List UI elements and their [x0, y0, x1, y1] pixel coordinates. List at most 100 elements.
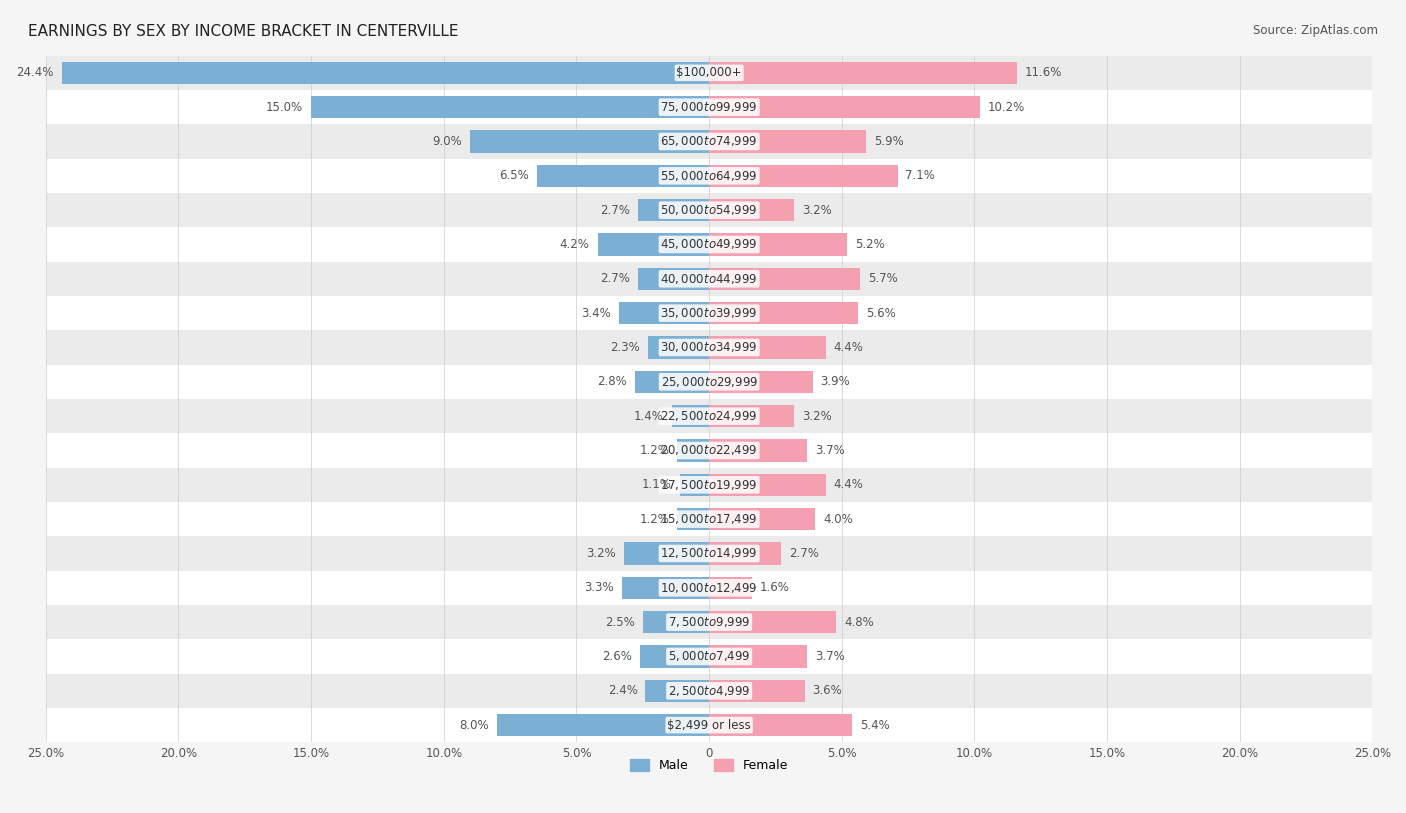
- Bar: [709, 199, 794, 221]
- Bar: [46, 502, 1372, 537]
- Bar: [46, 262, 1372, 296]
- Bar: [46, 605, 1372, 639]
- Bar: [46, 159, 1372, 193]
- Bar: [709, 542, 780, 565]
- Text: $30,000 to $34,999: $30,000 to $34,999: [661, 341, 758, 354]
- Text: 4.2%: 4.2%: [560, 238, 589, 251]
- Text: 5.4%: 5.4%: [860, 719, 890, 732]
- Bar: [637, 267, 709, 290]
- Bar: [46, 433, 1372, 467]
- Text: 3.2%: 3.2%: [801, 410, 832, 423]
- Text: $35,000 to $39,999: $35,000 to $39,999: [661, 307, 758, 320]
- Bar: [46, 571, 1372, 605]
- Bar: [709, 439, 807, 462]
- Text: 1.4%: 1.4%: [634, 410, 664, 423]
- Text: $2,499 or less: $2,499 or less: [668, 719, 751, 732]
- Text: 8.0%: 8.0%: [460, 719, 489, 732]
- Bar: [46, 639, 1372, 674]
- Text: 2.7%: 2.7%: [600, 203, 630, 216]
- Text: 24.4%: 24.4%: [17, 67, 53, 80]
- Text: 5.7%: 5.7%: [869, 272, 898, 285]
- Text: $2,500 to $4,999: $2,500 to $4,999: [668, 684, 751, 698]
- Bar: [46, 537, 1372, 571]
- Bar: [636, 371, 709, 393]
- Bar: [672, 405, 709, 428]
- Bar: [640, 646, 709, 667]
- Bar: [709, 267, 860, 290]
- Text: $12,500 to $14,999: $12,500 to $14,999: [661, 546, 758, 560]
- Bar: [709, 371, 813, 393]
- Bar: [46, 708, 1372, 742]
- Bar: [46, 228, 1372, 262]
- Text: 9.0%: 9.0%: [433, 135, 463, 148]
- Bar: [709, 337, 825, 359]
- Text: 3.7%: 3.7%: [815, 650, 845, 663]
- Text: 3.2%: 3.2%: [801, 203, 832, 216]
- Legend: Male, Female: Male, Female: [626, 754, 793, 777]
- Text: 1.6%: 1.6%: [759, 581, 789, 594]
- Text: $15,000 to $17,499: $15,000 to $17,499: [661, 512, 758, 526]
- Text: 1.2%: 1.2%: [640, 513, 669, 526]
- Bar: [624, 542, 709, 565]
- Text: $45,000 to $49,999: $45,000 to $49,999: [661, 237, 758, 251]
- Text: $10,000 to $12,499: $10,000 to $12,499: [661, 580, 758, 595]
- Text: 3.7%: 3.7%: [815, 444, 845, 457]
- Bar: [46, 90, 1372, 124]
- Bar: [311, 96, 709, 119]
- Bar: [537, 165, 709, 187]
- Text: Source: ZipAtlas.com: Source: ZipAtlas.com: [1253, 24, 1378, 37]
- Bar: [643, 611, 709, 633]
- Bar: [645, 680, 709, 702]
- Bar: [709, 233, 846, 255]
- Text: $65,000 to $74,999: $65,000 to $74,999: [661, 134, 758, 149]
- Bar: [471, 130, 709, 153]
- Bar: [62, 62, 709, 84]
- Text: 5.9%: 5.9%: [873, 135, 904, 148]
- Text: 4.4%: 4.4%: [834, 478, 863, 491]
- Text: $5,000 to $7,499: $5,000 to $7,499: [668, 650, 751, 663]
- Text: 2.3%: 2.3%: [610, 341, 640, 354]
- Bar: [637, 199, 709, 221]
- Bar: [46, 365, 1372, 399]
- Text: 11.6%: 11.6%: [1025, 67, 1063, 80]
- Bar: [681, 474, 709, 496]
- Bar: [619, 302, 709, 324]
- Bar: [46, 193, 1372, 228]
- Bar: [709, 302, 858, 324]
- Text: $55,000 to $64,999: $55,000 to $64,999: [661, 169, 758, 183]
- Bar: [709, 611, 837, 633]
- Text: $17,500 to $19,999: $17,500 to $19,999: [661, 478, 758, 492]
- Bar: [678, 508, 709, 530]
- Bar: [678, 439, 709, 462]
- Text: 3.6%: 3.6%: [813, 685, 842, 698]
- Bar: [709, 714, 852, 737]
- Text: $7,500 to $9,999: $7,500 to $9,999: [668, 615, 751, 629]
- Text: 2.4%: 2.4%: [607, 685, 637, 698]
- Bar: [598, 233, 709, 255]
- Text: 2.6%: 2.6%: [602, 650, 633, 663]
- Text: 1.2%: 1.2%: [640, 444, 669, 457]
- Bar: [46, 296, 1372, 330]
- Bar: [709, 576, 752, 599]
- Text: 2.7%: 2.7%: [789, 547, 818, 560]
- Bar: [709, 646, 807, 667]
- Text: 2.5%: 2.5%: [605, 615, 636, 628]
- Text: $25,000 to $29,999: $25,000 to $29,999: [661, 375, 758, 389]
- Text: 5.6%: 5.6%: [866, 307, 896, 320]
- Bar: [709, 474, 825, 496]
- Bar: [46, 330, 1372, 365]
- Bar: [709, 680, 804, 702]
- Bar: [709, 165, 897, 187]
- Text: 3.3%: 3.3%: [583, 581, 613, 594]
- Bar: [46, 55, 1372, 90]
- Bar: [709, 96, 980, 119]
- Text: 10.2%: 10.2%: [988, 101, 1025, 114]
- Bar: [621, 576, 709, 599]
- Bar: [496, 714, 709, 737]
- Bar: [709, 62, 1017, 84]
- Text: 15.0%: 15.0%: [266, 101, 304, 114]
- Bar: [709, 508, 815, 530]
- Text: $50,000 to $54,999: $50,000 to $54,999: [661, 203, 758, 217]
- Text: $20,000 to $22,499: $20,000 to $22,499: [661, 443, 758, 458]
- Text: $100,000+: $100,000+: [676, 67, 742, 80]
